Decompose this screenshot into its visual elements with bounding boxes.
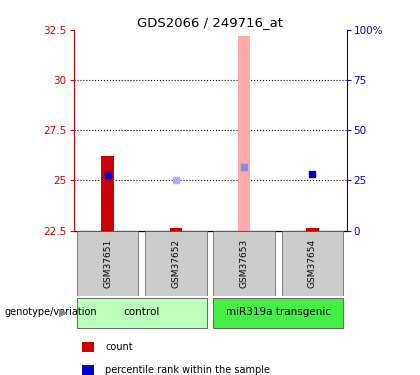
Text: ▶: ▶ [59, 308, 67, 318]
Bar [77, 231, 138, 296]
Text: GSM37652: GSM37652 [171, 239, 180, 288]
Bar [213, 298, 343, 328]
Text: GSM37654: GSM37654 [308, 239, 317, 288]
Text: control: control [123, 308, 160, 318]
Point [104, 172, 111, 178]
Text: count: count [105, 342, 133, 352]
Point [309, 171, 316, 177]
Point [241, 164, 247, 170]
Bar [170, 228, 182, 231]
Bar [213, 231, 275, 296]
Point [173, 177, 179, 183]
Text: percentile rank within the sample: percentile rank within the sample [105, 365, 270, 375]
Text: genotype/variation: genotype/variation [4, 308, 97, 318]
Bar [102, 156, 114, 231]
Bar [238, 36, 250, 231]
Bar [282, 231, 343, 296]
Text: GSM37651: GSM37651 [103, 239, 112, 288]
Title: GDS2066 / 249716_at: GDS2066 / 249716_at [137, 16, 283, 29]
Text: miR319a transgenic: miR319a transgenic [226, 308, 331, 318]
Bar [77, 298, 207, 328]
Bar [306, 228, 318, 231]
Bar [145, 231, 207, 296]
Text: GSM37653: GSM37653 [240, 239, 249, 288]
